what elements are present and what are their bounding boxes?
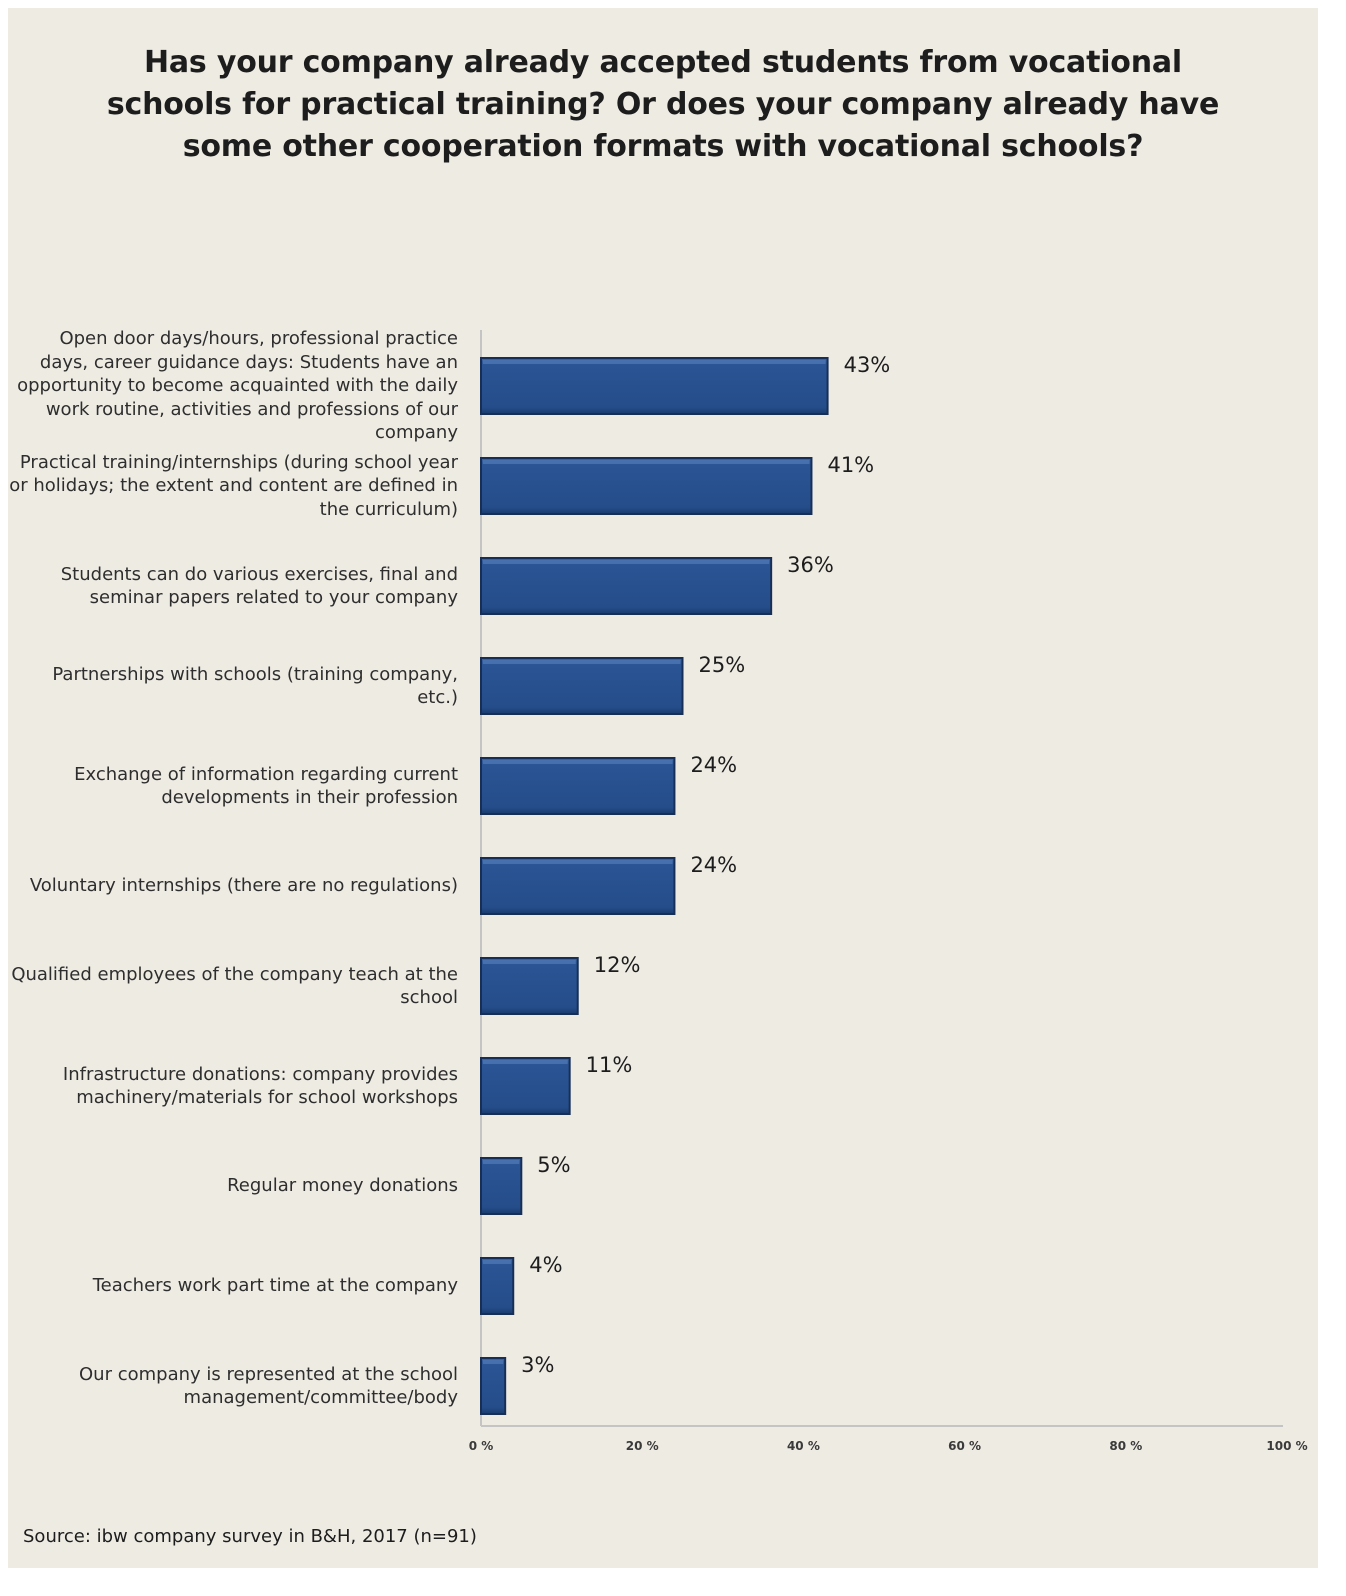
x-tick-label: 100 %	[1266, 1439, 1307, 1453]
category-label: Students can do various exercises, final…	[60, 563, 458, 609]
bar-highlight	[483, 660, 681, 664]
bar-highlight	[483, 1060, 568, 1064]
category-label: Practical training/internships (during s…	[9, 451, 458, 520]
bar	[480, 957, 579, 1015]
x-tick-label: 60 %	[948, 1439, 981, 1453]
x-tick-label: 40 %	[787, 1439, 820, 1453]
bar	[480, 1157, 523, 1215]
bar-highlight	[483, 760, 673, 764]
chart-title: Has your company already accepted studen…	[106, 45, 1220, 164]
x-tick-label: 0 %	[469, 1439, 494, 1453]
bar	[480, 757, 676, 815]
source-note: Source: ibw company survey in B&H, 2017 …	[23, 1526, 477, 1547]
value-label: 41%	[827, 453, 874, 477]
bar-highlight	[483, 1160, 520, 1164]
x-tick-label: 20 %	[626, 1439, 659, 1453]
value-label: 24%	[690, 753, 737, 777]
category-label: Teachers work part time at the company	[92, 1275, 458, 1297]
value-label: 11%	[586, 1053, 633, 1077]
x-tick-label: 80 %	[1109, 1439, 1142, 1453]
bar-highlight	[483, 1260, 512, 1264]
category-label: Infrastructure donations: company provid…	[62, 1063, 458, 1109]
bar	[480, 1357, 507, 1415]
category-label: Our company is represented at the school…	[79, 1363, 458, 1409]
bar	[480, 557, 773, 615]
category-label: Open door days/hours, professional pract…	[17, 328, 458, 444]
category-label: Partnerships with schools (training comp…	[52, 663, 458, 709]
bar	[480, 1257, 515, 1315]
value-label: 36%	[787, 553, 834, 577]
bar	[480, 1057, 571, 1115]
category-label: Qualified employees of the company teach…	[11, 963, 458, 1009]
value-label: 24%	[690, 853, 737, 877]
bar-highlight	[483, 360, 826, 364]
category-label: Exchange of information regarding curren…	[74, 763, 458, 809]
value-label: 25%	[699, 653, 746, 677]
value-label: 5%	[537, 1153, 570, 1177]
bar	[480, 857, 676, 915]
bar-highlight	[483, 1360, 504, 1364]
bar-highlight	[483, 560, 770, 564]
bar-highlight	[483, 860, 673, 864]
bar	[480, 657, 684, 715]
category-label: Regular money donations	[227, 1175, 458, 1197]
value-label: 4%	[529, 1253, 562, 1277]
category-label: Voluntary internships (there are no regu…	[29, 875, 458, 897]
bar	[480, 457, 813, 515]
bar-highlight	[483, 460, 810, 464]
value-label: 3%	[521, 1353, 554, 1377]
value-label: 43%	[844, 353, 891, 377]
bar	[480, 357, 829, 415]
value-label: 12%	[594, 953, 641, 977]
bar-highlight	[483, 960, 576, 964]
